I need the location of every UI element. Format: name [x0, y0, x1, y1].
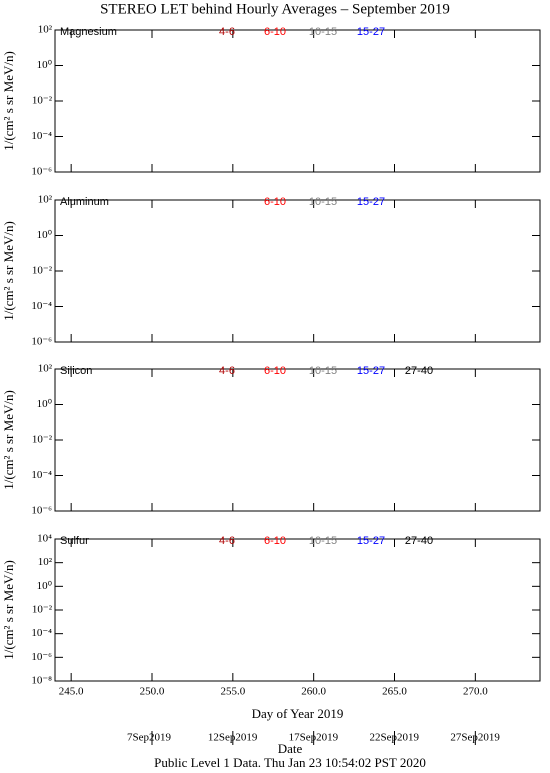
legend-entry: 6-10	[264, 26, 286, 38]
y-axis-title: 1/(cm² s sr MeV/n)	[1, 221, 16, 321]
footer: Public Level 1 Data. Thu Jan 23 10:54:02…	[154, 755, 426, 770]
y-tick-label: 10⁻²	[32, 265, 53, 277]
chart-title: STEREO LET behind Hourly Averages – Sept…	[100, 1, 450, 17]
panel-name: Sulfur	[60, 535, 89, 547]
date-axis-title: Date	[278, 741, 303, 756]
legend-entry: 10-15	[309, 196, 337, 208]
y-tick-label: 10²	[38, 363, 53, 375]
panel-name: Silicon	[60, 365, 92, 377]
y-tick-label: 10⁻⁶	[31, 505, 52, 517]
y-tick-label: 10⁰	[37, 229, 53, 241]
legend-entry: 6-10	[264, 365, 286, 377]
panel-name: Aluminum	[60, 196, 109, 208]
legend-entry: 15-27	[357, 196, 385, 208]
date-tick-label: 12Sep2019	[208, 732, 258, 744]
date-tick-label: 17Sep2019	[289, 732, 339, 744]
y-tick-label: 10⁻⁶	[31, 336, 52, 348]
x-tick-label: 245.0	[59, 686, 84, 698]
y-tick-label: 10²	[38, 24, 53, 36]
x-tick-label: 250.0	[140, 686, 165, 698]
y-tick-label: 10⁰	[37, 580, 53, 592]
y-axis-title: 1/(cm² s sr MeV/n)	[1, 51, 16, 151]
date-tick-label: 7Sep2019	[127, 732, 172, 744]
x-tick-label: 260.0	[301, 686, 326, 698]
legend-entry: 27-40	[405, 365, 433, 377]
legend-entry: 10-15	[309, 535, 337, 547]
legend-entry: 15-27	[357, 26, 385, 38]
plot-frame	[54, 368, 541, 512]
legend-entry: 15-27	[357, 535, 385, 547]
y-tick-label: 10²	[38, 194, 53, 206]
y-tick-label: 10⁻²	[32, 604, 53, 616]
y-tick-label: 10⁻⁴	[31, 627, 52, 639]
y-tick-label: 10⁻⁴	[31, 469, 52, 481]
plot-frame	[54, 199, 541, 343]
legend-entry: 10-15	[309, 365, 337, 377]
y-axis-title: 1/(cm² s sr MeV/n)	[1, 390, 16, 490]
legend-entry: 4-6	[219, 26, 235, 38]
y-tick-label: 10⁻⁶	[31, 651, 52, 663]
y-axis-title: 1/(cm² s sr MeV/n)	[1, 560, 16, 660]
date-tick-label: 22Sep2019	[370, 732, 420, 744]
y-tick-label: 10²	[38, 556, 53, 568]
legend-entry: 6-10	[264, 196, 286, 208]
plot-frame	[54, 29, 541, 173]
legend-entry: 10-15	[309, 26, 337, 38]
panel-name: Magnesium	[60, 26, 117, 38]
legend-entry: 4-6	[219, 535, 235, 547]
y-tick-label: 10⁻²	[32, 95, 53, 107]
y-tick-label: 10⁻⁴	[31, 300, 52, 312]
legend-entry: 15-27	[357, 365, 385, 377]
x-tick-label: 255.0	[220, 686, 245, 698]
x-tick-label: 265.0	[382, 686, 407, 698]
x-axis-title: Day of Year 2019	[252, 706, 344, 721]
x-tick-label: 270.0	[463, 686, 488, 698]
y-tick-label: 10⁰	[37, 59, 53, 71]
legend-entry: 27-40	[405, 535, 433, 547]
plot-frame	[54, 538, 541, 682]
y-tick-label: 10⁻⁴	[31, 130, 52, 142]
legend-entry: 6-10	[264, 535, 286, 547]
y-tick-label: 10⁻⁶	[31, 166, 52, 178]
y-tick-label: 10⁻²	[32, 434, 53, 446]
y-tick-label: 10⁴	[37, 533, 52, 545]
legend-entry: 4-6	[219, 365, 235, 377]
y-tick-label: 10⁰	[37, 398, 53, 410]
y-tick-label: 10⁻⁸	[31, 675, 52, 687]
date-tick-label: 27Sep2019	[450, 732, 500, 744]
